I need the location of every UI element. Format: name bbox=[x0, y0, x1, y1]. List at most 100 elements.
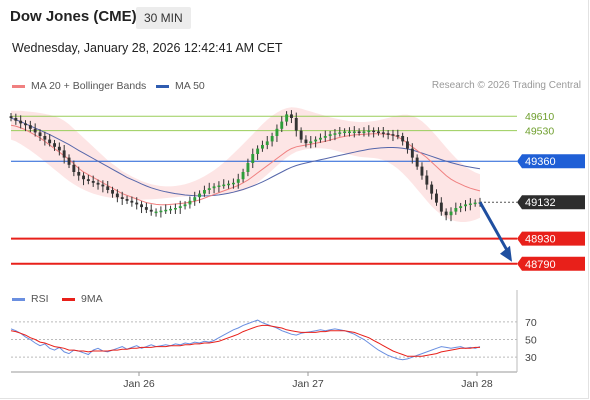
level-tag-49360 bbox=[517, 154, 585, 169]
candle-body bbox=[130, 200, 134, 203]
level-tag-49132 bbox=[517, 195, 585, 210]
level-label-48790: 48790 bbox=[525, 259, 556, 271]
candle-body bbox=[352, 131, 356, 133]
candle-body bbox=[323, 136, 327, 138]
candle-body bbox=[174, 208, 177, 210]
interval-button[interactable]: 30 MIN bbox=[136, 7, 191, 29]
candle-body bbox=[178, 206, 182, 208]
candle-body bbox=[198, 193, 201, 198]
candle-body bbox=[343, 131, 347, 133]
candle-body bbox=[227, 183, 230, 186]
rsi-tick-label: 30 bbox=[525, 352, 537, 364]
candle-body bbox=[265, 141, 269, 145]
candle-body bbox=[391, 134, 395, 136]
candle-body bbox=[473, 202, 477, 205]
candle-body bbox=[115, 193, 119, 198]
projection-arrow-shaft bbox=[478, 201, 511, 255]
ma9-label: 9MA bbox=[81, 293, 103, 305]
candle-body bbox=[28, 125, 32, 129]
instrument-title: Dow Jones (CME) bbox=[10, 8, 137, 25]
candle-body bbox=[222, 184, 226, 187]
candle-body bbox=[154, 211, 158, 214]
candle-body bbox=[164, 209, 168, 212]
candle-body bbox=[410, 148, 414, 158]
rsi-ma9-line bbox=[10, 324, 480, 357]
candle-body bbox=[62, 150, 66, 158]
candle-body bbox=[348, 131, 351, 133]
candle-body bbox=[14, 118, 18, 121]
candle-body bbox=[188, 200, 192, 205]
candle-body bbox=[454, 208, 458, 212]
candle-body bbox=[120, 197, 124, 199]
candle-body bbox=[212, 186, 216, 189]
candle-body bbox=[53, 143, 56, 147]
candle-body bbox=[251, 154, 255, 163]
candle-body bbox=[425, 175, 429, 185]
level-label-49530: 49530 bbox=[525, 126, 554, 138]
projection-arrow-head bbox=[500, 245, 512, 262]
ma50-line bbox=[10, 117, 481, 197]
x-tick-label: Jan 28 bbox=[461, 378, 493, 390]
candle-body bbox=[144, 207, 148, 210]
candle-body bbox=[9, 116, 13, 118]
candle-body bbox=[377, 131, 380, 133]
candle-body bbox=[246, 163, 250, 172]
candle-body bbox=[135, 202, 139, 205]
candle-body bbox=[101, 184, 105, 187]
level-label-49132: 49132 bbox=[525, 197, 556, 209]
ma20-swatch bbox=[12, 84, 25, 88]
candle-body bbox=[86, 179, 90, 181]
ma50-swatch bbox=[156, 84, 169, 88]
candle-body bbox=[401, 136, 405, 142]
candle-body bbox=[338, 132, 342, 134]
candle-body bbox=[270, 136, 274, 142]
candle-body bbox=[217, 185, 221, 187]
candle-body bbox=[91, 181, 95, 183]
candle-body bbox=[299, 130, 303, 140]
candle-body bbox=[241, 172, 245, 180]
candle-body bbox=[396, 135, 400, 137]
candle-body bbox=[38, 132, 42, 136]
candle-body bbox=[319, 137, 322, 140]
level-label-49360: 49360 bbox=[525, 156, 556, 168]
x-tick-label: Jan 27 bbox=[292, 378, 324, 390]
candle-body bbox=[159, 210, 163, 213]
candle-body bbox=[285, 114, 289, 122]
candle-body bbox=[386, 133, 390, 135]
candle-body bbox=[169, 208, 172, 211]
candle-body bbox=[256, 148, 260, 154]
candle-body bbox=[367, 130, 371, 133]
candle-body bbox=[24, 123, 27, 126]
candle-body bbox=[372, 130, 376, 133]
candle-body bbox=[72, 164, 76, 172]
level-tag-48930 bbox=[517, 231, 585, 246]
candle-body bbox=[294, 118, 298, 131]
candle-body bbox=[140, 204, 143, 208]
candle-body bbox=[449, 211, 453, 216]
candle-body bbox=[333, 133, 337, 135]
level-label-49610: 49610 bbox=[525, 111, 554, 123]
candle-body bbox=[362, 131, 366, 133]
candle-body bbox=[290, 114, 293, 118]
candle-body bbox=[125, 199, 129, 201]
candle-body bbox=[33, 128, 37, 133]
candle-body bbox=[464, 204, 467, 207]
candle-body bbox=[207, 188, 211, 190]
x-tick-label: Jan 26 bbox=[123, 378, 155, 390]
candle-body bbox=[406, 141, 409, 149]
candle-body bbox=[43, 136, 47, 140]
candle-body bbox=[468, 203, 472, 205]
candle-body bbox=[232, 182, 235, 185]
legend-ma50: MA 50 bbox=[156, 80, 205, 92]
candle-body bbox=[314, 139, 318, 142]
candle-body bbox=[439, 202, 443, 212]
candle-body bbox=[67, 157, 71, 165]
ma9-swatch bbox=[62, 297, 75, 301]
legend-ma20: MA 20 + Bollinger Bands bbox=[12, 80, 146, 92]
ma20-label: MA 20 + Bollinger Bands bbox=[31, 80, 147, 92]
candle-body bbox=[106, 186, 110, 190]
bollinger-band bbox=[11, 107, 480, 222]
candle-body bbox=[261, 145, 264, 149]
